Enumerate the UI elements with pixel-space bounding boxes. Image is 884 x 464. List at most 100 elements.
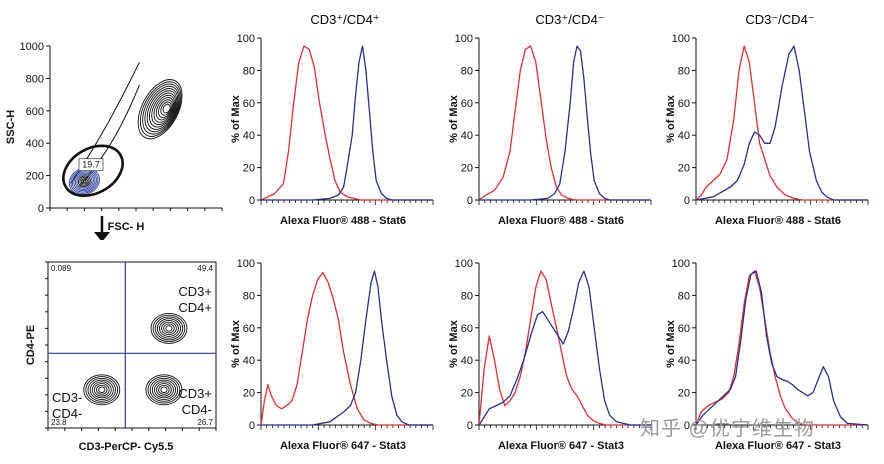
y-tick-label: 0 xyxy=(684,195,690,207)
y-tick-label: 100 xyxy=(237,33,255,45)
col-title-3: CD3⁻/CD4⁻ xyxy=(745,12,815,27)
y-tick-label: 80 xyxy=(678,65,690,77)
population-contour xyxy=(89,379,114,401)
y-tick-label: 40 xyxy=(243,355,255,367)
y-tick-label: 1000 xyxy=(20,41,44,53)
contour-line xyxy=(76,174,93,189)
contour-line xyxy=(74,172,94,190)
series-blue xyxy=(261,270,433,426)
series-red xyxy=(478,270,651,426)
series-red xyxy=(695,270,868,426)
y-tick-label: 80 xyxy=(678,290,690,302)
y-tick-label: 20 xyxy=(678,163,690,175)
contour-line xyxy=(155,97,174,121)
population-contour xyxy=(96,384,108,395)
y-tick-label: 0 xyxy=(249,195,255,207)
y-tick-label: 60 xyxy=(678,98,690,110)
y-tick-label: 800 xyxy=(26,73,44,85)
hist-stat3-cd3neg-cd4neg: 0 20 40 60 80 100 % of Max Alexa Fluor® 647 - S… xyxy=(665,258,869,452)
quadrant-value-bottom-right: 26.7 xyxy=(197,418,213,427)
contour-line xyxy=(162,103,171,114)
y-tick-label: 80 xyxy=(243,290,255,302)
series-red xyxy=(478,45,651,201)
y-tick-label: 40 xyxy=(678,130,690,142)
y-tick-label: 60 xyxy=(461,323,473,335)
hist-stat6-cd3pos-cd4neg: 0 20 40 60 80 100 % of Max Alexa Fluor® 488 - S… xyxy=(448,33,652,227)
hist-stat6-cd3pos-cd4pos: 0 20 40 60 80 100 % of Max Alexa Fluor® 488 - S… xyxy=(230,33,434,227)
population-contour xyxy=(151,379,176,401)
contour-line xyxy=(149,90,178,128)
quadrant-label-bottom-right-line1: CD3+ xyxy=(178,386,212,401)
hist-stat3-cd3pos-cd4pos: 0 20 40 60 80 100 % of Max Alexa Fluor® 647 - S… xyxy=(230,258,434,452)
y-axis-label: CD4-PE xyxy=(25,325,37,365)
population-contour xyxy=(147,376,181,404)
population-contour xyxy=(153,381,174,399)
population-contour xyxy=(85,376,119,404)
population-contour xyxy=(91,381,112,399)
y-tick-label: 60 xyxy=(461,98,473,110)
gating-arrow-head xyxy=(94,232,110,240)
series-blue xyxy=(478,270,651,426)
population-contour xyxy=(83,374,121,406)
population-contour xyxy=(145,374,183,406)
x-axis-label: Alexa Fluor® 647 - Stat3 xyxy=(498,440,624,452)
population-contour xyxy=(156,383,172,397)
quadrant-label-bottom-left-line1: CD3- xyxy=(52,390,82,405)
contour-line xyxy=(158,99,173,118)
y-axis-label: % of Max xyxy=(665,319,677,368)
population-contour xyxy=(158,384,170,395)
contour-line xyxy=(153,94,175,123)
col-title-1: CD3⁺/CD4⁺ xyxy=(310,12,380,27)
y-axis-label: % of Max xyxy=(230,94,242,143)
population-contour xyxy=(154,316,184,341)
y-tick-label: 20 xyxy=(461,388,473,400)
contour-line xyxy=(142,83,181,135)
contour-line xyxy=(73,171,96,192)
series-blue xyxy=(261,45,433,201)
series-red xyxy=(260,45,433,201)
series-red xyxy=(695,45,868,201)
y-tick-label: 80 xyxy=(461,65,473,77)
contour-line xyxy=(139,81,182,137)
population-contour xyxy=(98,386,106,394)
y-tick-label: 60 xyxy=(243,98,255,110)
watermark-text: 知乎 @优宁维生物 xyxy=(640,418,815,440)
y-tick-label: 20 xyxy=(243,163,255,175)
contour-line xyxy=(137,79,183,140)
population-contour xyxy=(87,377,116,402)
series-blue xyxy=(695,270,869,426)
y-tick-label: 40 xyxy=(678,355,690,367)
quadrant-label-bottom-left-line2: CD4- xyxy=(52,406,82,421)
y-axis-label: SSC-H xyxy=(5,110,17,144)
y-tick-label: 200 xyxy=(26,171,44,183)
y-tick-label: 0 xyxy=(467,195,473,207)
series-blue xyxy=(479,45,651,201)
x-axis-label: Alexa Fluor® 647 - Stat3 xyxy=(280,440,406,452)
contour-line xyxy=(144,85,180,133)
x-axis-label: Alexa Fluor® 488 - Stat6 xyxy=(498,215,624,227)
y-tick-label: 100 xyxy=(455,258,473,270)
y-tick-label: 40 xyxy=(243,130,255,142)
quadrant-label-bottom-right-line2: CD4- xyxy=(182,402,212,417)
y-tick-label: 100 xyxy=(672,258,690,270)
y-tick-label: 80 xyxy=(461,290,473,302)
population-contour xyxy=(159,319,179,337)
hist-stat6-cd3neg-cd4neg: 0 20 40 60 80 100 % of Max Alexa Fluor® 488 - S… xyxy=(665,33,869,227)
y-tick-label: 400 xyxy=(26,138,44,150)
population-contour xyxy=(161,321,177,336)
x-axis-label: Alexa Fluor® 488 - Stat6 xyxy=(715,215,841,227)
y-axis-label: % of Max xyxy=(448,319,460,368)
y-tick-label: 60 xyxy=(243,323,255,335)
col-title-2: CD3⁺/CD4⁻ xyxy=(535,12,605,27)
quadrant-label-top-right-line1: CD3+ xyxy=(178,284,212,299)
y-tick-label: 0 xyxy=(684,420,690,432)
y-tick-label: 0 xyxy=(467,420,473,432)
y-tick-label: 20 xyxy=(678,388,690,400)
y-tick-label: 100 xyxy=(455,33,473,45)
quadrant-value-top-right: 49.4 xyxy=(197,264,213,273)
y-tick-label: 0 xyxy=(38,203,44,215)
contour-line xyxy=(78,84,140,188)
y-tick-label: 20 xyxy=(461,163,473,175)
y-tick-label: 100 xyxy=(672,33,690,45)
y-axis-label: % of Max xyxy=(665,94,677,143)
